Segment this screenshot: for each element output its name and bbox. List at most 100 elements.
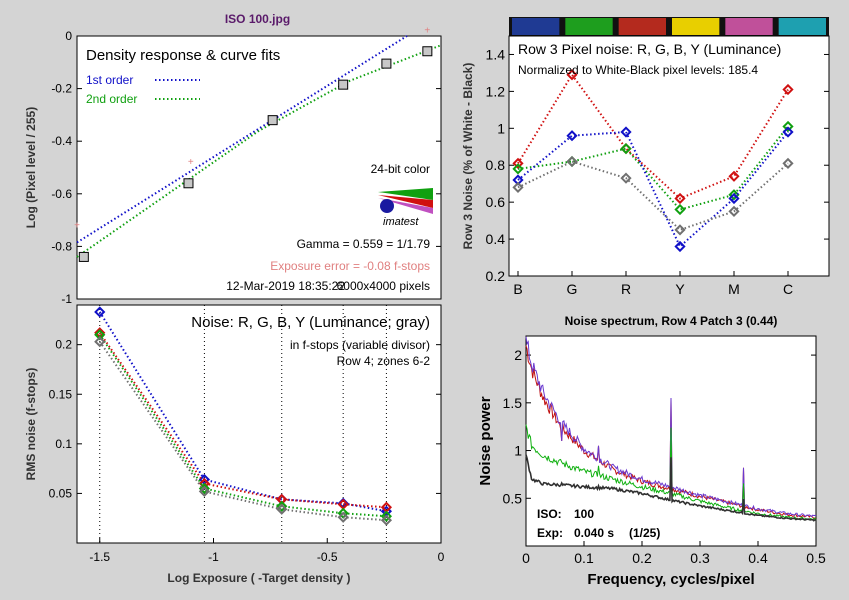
density-measured-point bbox=[381, 58, 392, 69]
row3-series-R-line bbox=[517, 72, 789, 200]
spectrum-xtick-label: 0 bbox=[522, 550, 530, 566]
noise-xlabel: Log Exposure ( -Target density ) bbox=[167, 571, 350, 585]
spectrum-ytick-label: 0.5 bbox=[503, 490, 523, 506]
spectrum-xtick-label: 0.3 bbox=[690, 550, 710, 566]
spectrum-xtick-label: 0.1 bbox=[574, 550, 594, 566]
spectrum-ylabel: Noise power bbox=[477, 396, 494, 485]
noise-xtick-label: -1 bbox=[208, 550, 219, 564]
row3-xtick-label: C bbox=[783, 281, 793, 297]
row3-xtick-label: G bbox=[567, 281, 578, 297]
row3-series-Y-point bbox=[728, 205, 740, 217]
noise-series-Y-point bbox=[198, 485, 211, 498]
spectrum-xtick-label: 0.4 bbox=[748, 550, 768, 566]
row3-plot-area bbox=[508, 35, 830, 277]
spectrum-iso-label: ISO: bbox=[537, 507, 562, 521]
density-plot-area bbox=[76, 35, 442, 300]
row3-series-R-point bbox=[512, 157, 524, 169]
noise-series-Y-point bbox=[337, 511, 349, 523]
row3-series-B-line bbox=[517, 130, 789, 249]
spectrum-exp-value: 0.040 s bbox=[574, 526, 614, 540]
row3-series-B-point bbox=[620, 126, 632, 138]
row3-series-G-point bbox=[782, 120, 794, 133]
row3-series-R-point bbox=[566, 69, 578, 81]
density-measured-point bbox=[267, 115, 278, 126]
row3-patch bbox=[512, 18, 560, 35]
row3-patch bbox=[725, 18, 773, 35]
spectrum-xtick-label: 0.2 bbox=[632, 550, 652, 566]
density-measured-point bbox=[78, 251, 89, 262]
noise-series-B-point bbox=[94, 306, 106, 318]
window-title: ISO 100.jpg bbox=[224, 12, 291, 26]
noise-series-G-point bbox=[94, 329, 106, 341]
noise-series-B-line bbox=[98, 311, 387, 513]
row3-ytick-label: 1.2 bbox=[486, 83, 506, 99]
row3-ytick-label: 0.2 bbox=[486, 268, 506, 284]
noise-subtitle-2: Row 4; zones 6-2 bbox=[337, 354, 431, 368]
spectrum-ytick-label: 1.5 bbox=[503, 395, 523, 411]
noise-ytick-label: 0.1 bbox=[55, 437, 72, 451]
density-measured-point bbox=[338, 79, 349, 90]
density-ideal-marker: + bbox=[74, 220, 80, 231]
row3-series-Y-point bbox=[674, 224, 686, 236]
row3-series-R-point bbox=[728, 170, 740, 182]
noise-xtick-label: -0.5 bbox=[317, 550, 338, 564]
density-measured-point bbox=[183, 178, 194, 189]
density-legend-2nd-label: 2nd order bbox=[86, 92, 137, 106]
row3-patch bbox=[565, 18, 613, 35]
density-bit-depth: 24-bit color bbox=[371, 162, 430, 176]
noise-ytick-label: 0.05 bbox=[49, 486, 73, 500]
row3-ytick-label: 0.4 bbox=[486, 231, 506, 247]
row3-xtick-label: B bbox=[513, 281, 522, 297]
row3-series-B-point bbox=[674, 240, 686, 253]
density-2nd-order-line bbox=[76, 44, 442, 258]
spectrum-series-B-line bbox=[525, 336, 817, 518]
density-datetime: 12-Mar-2019 18:35:22 bbox=[226, 279, 345, 293]
density-ytick-label: -0.2 bbox=[51, 82, 72, 96]
row3-patch bbox=[672, 18, 720, 35]
noise-title: Noise: R, G, B, Y (Luminance; gray) bbox=[191, 314, 430, 331]
density-ideal-marker: + bbox=[188, 157, 194, 168]
row3-title: Row 3 Pixel noise: R, G, B, Y (Luminance… bbox=[518, 41, 781, 57]
row3-series-B-point bbox=[566, 130, 578, 142]
row3-ytick-label: 1 bbox=[497, 120, 505, 136]
row3-series-Y-line bbox=[517, 160, 789, 231]
noise-series-Y-point bbox=[94, 336, 106, 348]
noise-plot-area bbox=[76, 304, 442, 544]
spectrum-series-Y-line bbox=[525, 454, 817, 522]
logo-text: imatest bbox=[383, 216, 419, 228]
row3-series-B-point bbox=[728, 192, 740, 205]
row3-ytick-label: 1.4 bbox=[486, 46, 506, 62]
logo-red-wedge bbox=[378, 195, 433, 208]
row3-ytick-label: 0.6 bbox=[486, 194, 506, 210]
row3-series-Y-point bbox=[782, 157, 794, 169]
density-measured-point bbox=[422, 46, 433, 57]
density-gamma: Gamma = 0.559 = 1/1.79 bbox=[297, 237, 431, 251]
noise-subtitle-1: in f-stops (variable divisor) bbox=[290, 338, 430, 352]
noise-series-Y-point bbox=[276, 503, 288, 515]
row3-series-Y-point bbox=[620, 172, 632, 184]
noise-series-G-point bbox=[380, 510, 393, 522]
density-ytick-label: -0.8 bbox=[51, 239, 72, 253]
density-pixels: 6000x4000 pixels bbox=[337, 279, 430, 293]
logo-blue-ball bbox=[380, 199, 394, 213]
row3-ytick-label: 0.8 bbox=[486, 157, 506, 173]
row3-series-G-line bbox=[517, 125, 789, 211]
row3-series-R-point bbox=[782, 83, 794, 96]
noise-ytick-label: 0.15 bbox=[49, 387, 73, 401]
spectrum-xlabel: Frequency, cycles/pixel bbox=[587, 571, 754, 588]
density-ylabel: Log (Pixel level / 255) bbox=[24, 107, 38, 228]
row3-ylabel: Row 3 Noise (% of White - Black) bbox=[461, 63, 475, 250]
row3-xtick-label: Y bbox=[675, 281, 685, 297]
spectrum-ytick-label: 2 bbox=[514, 347, 522, 363]
row3-series-B-point bbox=[782, 126, 794, 138]
row3-xtick-label: R bbox=[621, 281, 631, 297]
row3-series-G-point bbox=[674, 203, 686, 216]
row3-series-G-point bbox=[512, 163, 524, 175]
density-ytick-label: -0.4 bbox=[51, 134, 72, 148]
density-ytick-label: -1 bbox=[61, 292, 72, 306]
row3-series-Y-point bbox=[512, 181, 524, 193]
density-1st-order-line bbox=[76, 35, 408, 244]
density-ytick-label: -0.6 bbox=[51, 187, 72, 201]
density-title: Density response & curve fits bbox=[86, 47, 280, 64]
noise-series-R-point bbox=[276, 493, 288, 505]
